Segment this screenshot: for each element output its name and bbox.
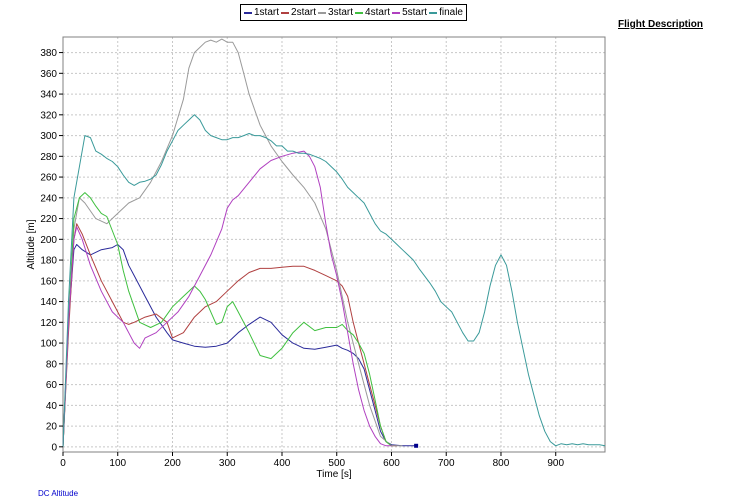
legend-item: 3start — [318, 5, 353, 20]
legend-label: finale — [439, 7, 463, 18]
y-tick-label: 300 — [40, 131, 57, 142]
series-line-5start — [62, 150, 392, 447]
axis-ticks: 0 100 200 300 400 500 600 700 800 900 0 20 40 60 80 100… — [40, 48, 564, 469]
y-tick-label: 200 — [40, 235, 57, 246]
legend-item: 1start — [244, 5, 279, 20]
y-tick-label: 140 — [40, 297, 57, 308]
legend-swatch-2start — [281, 11, 290, 14]
y-tick-label: 360 — [40, 69, 57, 80]
legend-swatch-3start — [318, 11, 327, 14]
legend-label: 4start — [365, 7, 391, 18]
series-line-3start — [62, 38, 403, 447]
y-tick-label: 20 — [46, 422, 58, 433]
y-tick-label: 340 — [40, 90, 57, 101]
series-layer — [62, 38, 606, 447]
x-axis-label: Time [s] — [316, 469, 351, 480]
y-tick-label: 380 — [40, 48, 57, 59]
plot-area — [62, 36, 606, 453]
flight-description-link[interactable]: Flight Description — [618, 19, 703, 30]
y-tick-label: 260 — [40, 173, 57, 184]
legend-label: 1start — [254, 7, 280, 18]
legend-swatch-finale — [429, 11, 438, 14]
x-tick-label: 400 — [274, 458, 291, 469]
footer-label: DC Altitude — [38, 489, 79, 498]
legend-item: finale — [429, 5, 463, 20]
series-line-2start — [62, 223, 397, 447]
legend-swatch-5start — [392, 11, 401, 14]
x-tick-label: 700 — [438, 458, 455, 469]
series-line-finale — [62, 114, 606, 447]
legend-swatch-1start — [244, 11, 252, 14]
x-tick-label: 600 — [383, 458, 400, 469]
y-tick-label: 180 — [40, 256, 57, 267]
series-line-4start — [62, 192, 392, 447]
legend-label: 3start — [328, 7, 354, 18]
legend-label: 2start — [291, 7, 317, 18]
x-tick-label: 100 — [109, 458, 126, 469]
x-tick-label: 0 — [60, 458, 66, 469]
y-tick-label: 80 — [46, 359, 58, 370]
y-tick-label: 100 — [40, 339, 57, 350]
y-tick-label: 0 — [51, 442, 57, 453]
legend-swatch-4start — [355, 11, 364, 14]
x-tick-label: 200 — [164, 458, 181, 469]
legend-item: 2start — [281, 5, 316, 20]
x-tick-label: 800 — [493, 458, 510, 469]
end-marker — [414, 443, 419, 448]
y-tick-label: 160 — [40, 276, 57, 287]
y-tick-label: 220 — [40, 214, 57, 225]
series-line-1start — [62, 244, 417, 447]
legend-item: 5start — [392, 5, 427, 20]
x-tick-label: 300 — [219, 458, 236, 469]
x-tick-label: 500 — [328, 458, 345, 469]
y-axis-label: Altitude [m] — [26, 219, 37, 269]
y-tick-label: 40 — [46, 401, 58, 412]
y-tick-label: 320 — [40, 110, 57, 121]
y-tick-label: 240 — [40, 193, 57, 204]
x-tick-label: 900 — [547, 458, 564, 469]
y-tick-label: 60 — [46, 380, 58, 391]
y-tick-label: 120 — [40, 318, 57, 329]
y-tick-label: 280 — [40, 152, 57, 163]
chart-legend: 1start 2start 3start 4start 5start final… — [240, 4, 467, 21]
legend-item: 4start — [355, 5, 390, 20]
legend-label: 5start — [402, 7, 428, 18]
grid-lines — [63, 37, 605, 452]
